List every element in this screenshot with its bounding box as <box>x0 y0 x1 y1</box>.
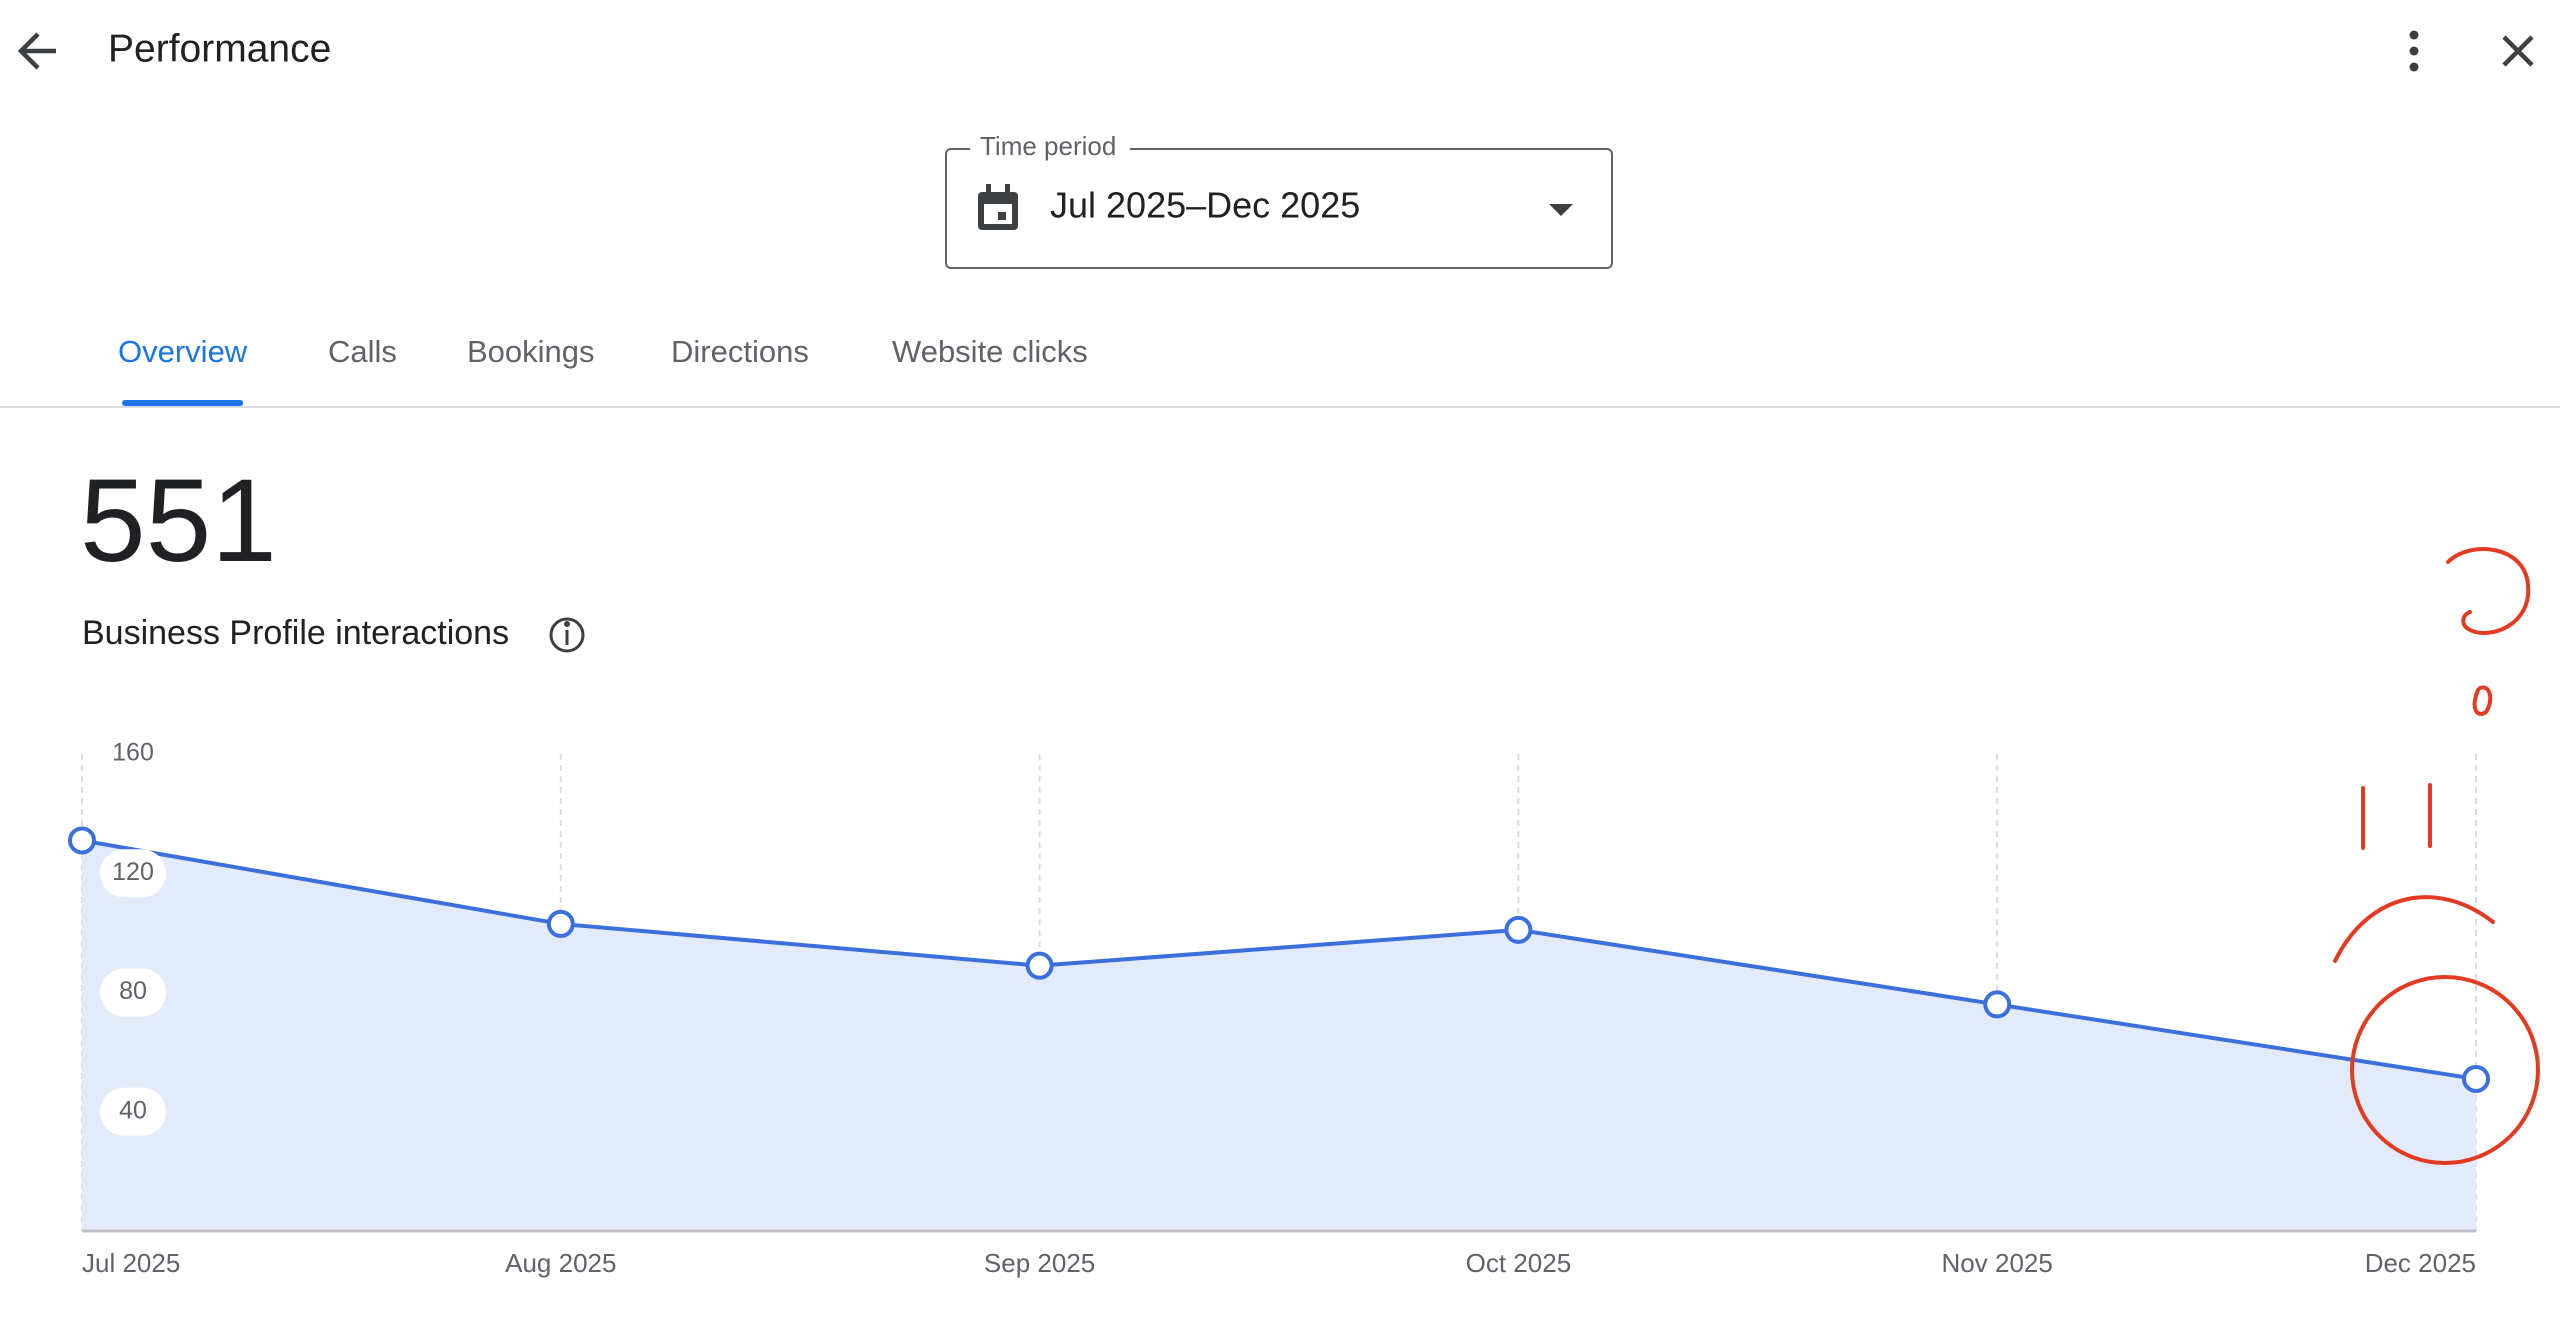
x-tick-label: Dec 2025 <box>2365 1248 2476 1278</box>
more-button[interactable] <box>2409 30 2419 72</box>
y-tick-label: 80 <box>119 977 147 1005</box>
x-tick-label: Jul 2025 <box>82 1248 180 1278</box>
point[interactable] <box>1025 951 1054 980</box>
select-label: Time period <box>980 131 1116 161</box>
back-button[interactable] <box>17 32 56 70</box>
line <box>81 838 2477 1081</box>
x-tick-label: Sep 2025 <box>984 1248 1095 1278</box>
dropdown-arrow <box>1549 204 1573 216</box>
x-tick-label: Oct 2025 <box>1466 1248 1572 1278</box>
point[interactable] <box>1983 990 2012 1019</box>
close-button[interactable] <box>2502 35 2534 67</box>
time-period-select[interactable]: Time period Jul 2025–Dec 2025 <box>945 131 1613 269</box>
chart: 40 80 120 160 Jul 2025 Aug 2025 Sep 2025 Oct 20… <box>68 739 2490 1278</box>
tab[interactable]: Directions <box>671 334 809 369</box>
tab-indicator <box>122 400 244 406</box>
y-tick-label: 120 <box>112 858 154 886</box>
area-fill <box>82 840 2476 1231</box>
calendar-icon <box>978 184 1018 230</box>
tab[interactable]: Calls <box>328 334 397 369</box>
x-tick-label: Nov 2025 <box>1942 1248 2053 1278</box>
total-value: 551 <box>80 455 277 587</box>
x-tick-label: Aug 2025 <box>505 1248 616 1278</box>
select-value: Jul 2025–Dec 2025 <box>1050 185 1360 226</box>
tab[interactable]: Website clicks <box>892 334 1088 369</box>
page-title: Performance <box>108 27 331 70</box>
tab[interactable]: Overview <box>118 334 248 369</box>
tick-pill <box>100 849 166 898</box>
tab-bar: Overview Calls Bookings Directions Website c… <box>118 334 1088 406</box>
tick-pill <box>100 1087 166 1136</box>
tab[interactable]: Bookings <box>467 334 595 369</box>
point[interactable] <box>68 826 96 855</box>
point[interactable] <box>2462 1064 2490 1093</box>
point[interactable] <box>546 909 575 938</box>
info-icon[interactable] <box>549 617 585 653</box>
total-label: Business Profile interactions <box>82 614 509 652</box>
y-tick-label: 40 <box>119 1096 147 1124</box>
tick-pill <box>100 968 166 1017</box>
point[interactable] <box>1504 915 1533 944</box>
annotation <box>2333 547 2540 1165</box>
y-tick-label: 160 <box>112 739 154 767</box>
